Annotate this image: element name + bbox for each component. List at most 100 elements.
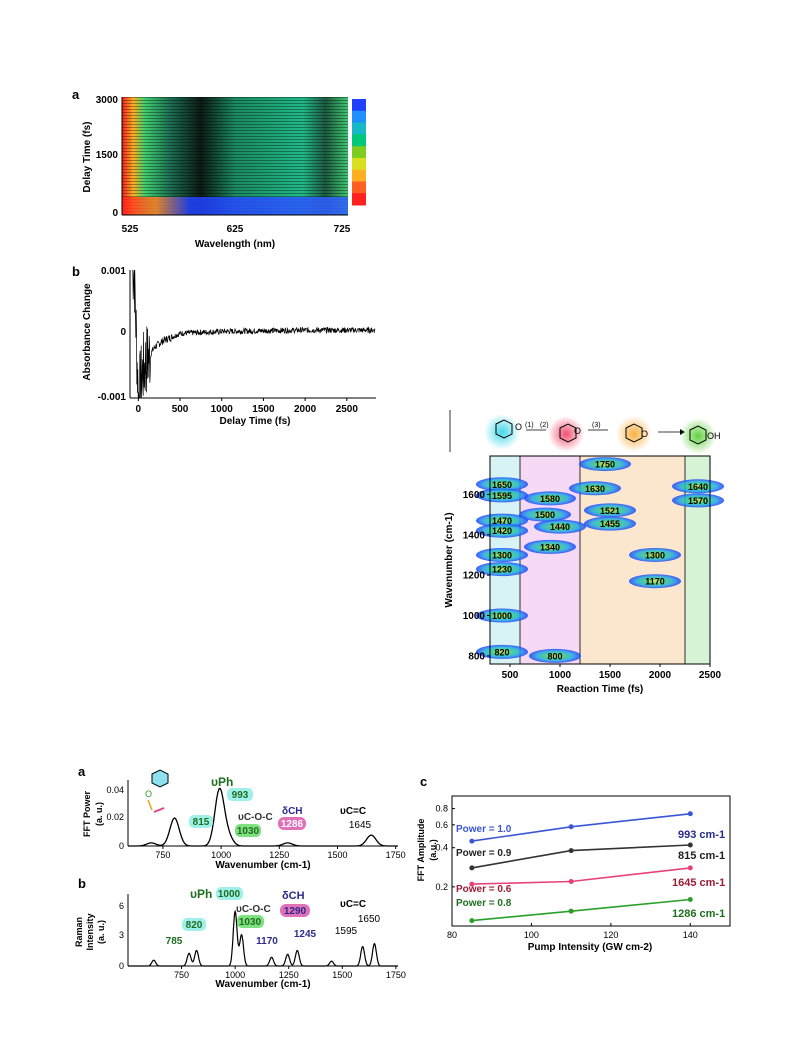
fig1a-colorbar-segment-2 bbox=[352, 122, 366, 135]
fig3a-peak-993: 993 bbox=[232, 790, 249, 801]
fig1b-xtick-1000: 1000 bbox=[211, 404, 234, 415]
fig2-blob-4 bbox=[672, 479, 724, 494]
fig2-blob-16 bbox=[476, 562, 528, 577]
fig1a-ylabel: Delay Time (fs) bbox=[82, 122, 93, 193]
fig3c-point-0-1 bbox=[568, 824, 574, 830]
fig1a-colorbar bbox=[352, 99, 366, 206]
fig2-molecule-4: OH bbox=[680, 418, 721, 454]
fig1a-ytick-3000: 3000 bbox=[96, 95, 119, 106]
fig3c-xtick-100: 100 bbox=[524, 930, 539, 940]
fig3b-ytick-2: 0 bbox=[119, 961, 124, 971]
fig3b-peak-1290: 1290 bbox=[284, 906, 307, 917]
fig2-blob-18 bbox=[476, 608, 528, 623]
fig3c-panel-label: c bbox=[420, 774, 427, 789]
fig3a-ytick-0: 0.04 bbox=[106, 785, 124, 795]
fig1a-xlabel: Wavelength (nm) bbox=[195, 239, 275, 250]
fig3a-xtick-750: 750 bbox=[155, 850, 170, 860]
fig3b: b 6 3 0 750 1000 1250 1500 1750 Wavenumber (… bbox=[68, 874, 408, 990]
fig1b-trace bbox=[132, 269, 376, 399]
fig1b-svg: b 0.001 0 -0.001 0 500 1000 1500 2000 2500 De… bbox=[72, 264, 376, 427]
fig3b-xticklabels: 750 1000 1250 1500 1750 bbox=[174, 970, 406, 980]
fig3b-xtick-1250: 1250 bbox=[279, 970, 299, 980]
fig1a-xtick-625: 625 bbox=[227, 224, 244, 235]
fig2-blob-0 bbox=[579, 457, 631, 472]
fig2-blob-1 bbox=[476, 477, 528, 492]
fig3c-point-1-1 bbox=[568, 848, 574, 854]
fig3c-ylabel-units: (a.u.) bbox=[428, 839, 438, 861]
fig3c-point-3-1 bbox=[568, 908, 574, 914]
fig1a-colorbar-segment-3 bbox=[352, 134, 366, 147]
fig2-ylabel: Wavenumber (cm-1) bbox=[444, 512, 455, 607]
fig3b-peak-1290-bg bbox=[280, 904, 310, 917]
fig2-peak-1750: 1750 bbox=[595, 460, 615, 470]
fig2-ticks: 500 1000 1500 2000 2500 1600 1400 1200 1000 800 bbox=[463, 490, 722, 681]
fig3a-ylabel-units: (a. u.) bbox=[94, 802, 104, 826]
fig3a-ytick-1: 0.02 bbox=[106, 812, 124, 822]
fig1a-panel-label: a bbox=[72, 87, 80, 102]
fig2-blob-2 bbox=[569, 481, 621, 496]
fig3b-peak-1030: 1030 bbox=[239, 917, 262, 928]
fig2-peak-1640: 1640 bbox=[688, 482, 708, 492]
fig3b-xtick-750: 750 bbox=[174, 970, 189, 980]
fig1a-colorbar-segment-0 bbox=[352, 99, 366, 112]
fig1a-colorbar-segment-4 bbox=[352, 146, 366, 159]
fig2-peak-1570: 1570 bbox=[688, 496, 708, 506]
fig2-step-1: (1) bbox=[525, 422, 534, 429]
fig1a-colorbar-segment-6 bbox=[352, 169, 366, 182]
fig3a-spectrum bbox=[128, 787, 398, 847]
fig2-blob-7 bbox=[584, 503, 636, 518]
fig3c-point-0-2 bbox=[687, 811, 693, 817]
fig3a-svg: a 0.04 0.02 0 750 1000 1250 1500 1750 Wavenu… bbox=[78, 764, 406, 871]
fig2-peak-1521: 1521 bbox=[600, 506, 620, 516]
fig3b-peak-1650: 1650 bbox=[358, 914, 381, 925]
fig1a-xtick-525: 525 bbox=[122, 224, 139, 235]
fig1b-xticklabels: 0 500 1000 1500 2000 2500 bbox=[136, 404, 359, 415]
fig3b-xtick-1500: 1500 bbox=[332, 970, 352, 980]
fig1a-xtick-725: 725 bbox=[334, 224, 351, 235]
fig3c-point-1-2 bbox=[687, 842, 693, 848]
fig3c-wn-4: 1286 cm-1 bbox=[672, 908, 725, 920]
fig2-peak-1000: 1000 bbox=[492, 611, 512, 621]
fig2-peak-1500: 1500 bbox=[535, 510, 555, 520]
fig3a-inset-o: O bbox=[145, 789, 152, 799]
fig3b-peak-1170: 1170 bbox=[256, 936, 278, 947]
fig2-ytick-1600: 1600 bbox=[463, 490, 486, 501]
fig2-peak-820: 820 bbox=[494, 647, 509, 657]
fig3c-xtick-140: 140 bbox=[683, 930, 698, 940]
fig3a-inset-molecule: O bbox=[145, 769, 169, 813]
fig2-xtick-500: 500 bbox=[502, 670, 519, 681]
fig2-blob-13 bbox=[524, 539, 576, 554]
fig3b-mode-ph: υPh bbox=[190, 887, 212, 901]
fig3a-ytick-2: 0 bbox=[119, 841, 124, 851]
fig2-blob-12 bbox=[476, 523, 528, 538]
fig2-ytick-1200: 1200 bbox=[463, 571, 486, 582]
fig3c-wn-2: 815 cm-1 bbox=[678, 850, 725, 862]
fig2-o-label-2: O bbox=[574, 426, 581, 436]
fig2-frame bbox=[489, 455, 711, 665]
fig1b: b 0.001 0 -0.001 0 500 1000 1500 2000 2500 De… bbox=[60, 262, 390, 432]
fig2-peak-1630: 1630 bbox=[585, 484, 605, 494]
fig3b-mode-ch: δCH bbox=[282, 890, 305, 902]
fig3b-panel-label: b bbox=[78, 876, 86, 891]
fig3c-xtick-120: 120 bbox=[603, 930, 618, 940]
fig2-peak-1340: 1340 bbox=[540, 542, 560, 552]
fig3b-peak-820-bg bbox=[182, 918, 206, 931]
fig3b-peak-1000-bg bbox=[216, 887, 243, 900]
fig3a-mode-ch: δCH bbox=[282, 806, 303, 817]
fig2-peak-800: 800 bbox=[547, 651, 562, 661]
fig3c-power-3: Power = 0.6 bbox=[456, 884, 512, 895]
fig1b-ticks bbox=[137, 398, 348, 401]
fig3c-ytick-0.6: 0.6 bbox=[435, 820, 448, 830]
fig3c-point-0-0 bbox=[469, 838, 475, 844]
fig3b-peak-1245: 1245 bbox=[294, 929, 317, 940]
fig2-xtick-1000: 1000 bbox=[549, 670, 572, 681]
fig2-peak-1300: 1300 bbox=[645, 550, 665, 560]
fig3c-frame bbox=[451, 795, 731, 927]
fig3a-ticks bbox=[162, 846, 397, 849]
fig3c: c 80 100 120 140 0.8 0.6 0.4 0.2 Power = 1.0 Po… bbox=[410, 772, 740, 1002]
fig2-step-2: (2) bbox=[540, 422, 549, 429]
fig2-blob-14 bbox=[476, 547, 528, 562]
fig2-molecule-3: O bbox=[616, 416, 652, 452]
fig3a-xlabel: Wavenumber (cm-1) bbox=[215, 860, 310, 871]
fig2-xtick-1500: 1500 bbox=[599, 670, 622, 681]
